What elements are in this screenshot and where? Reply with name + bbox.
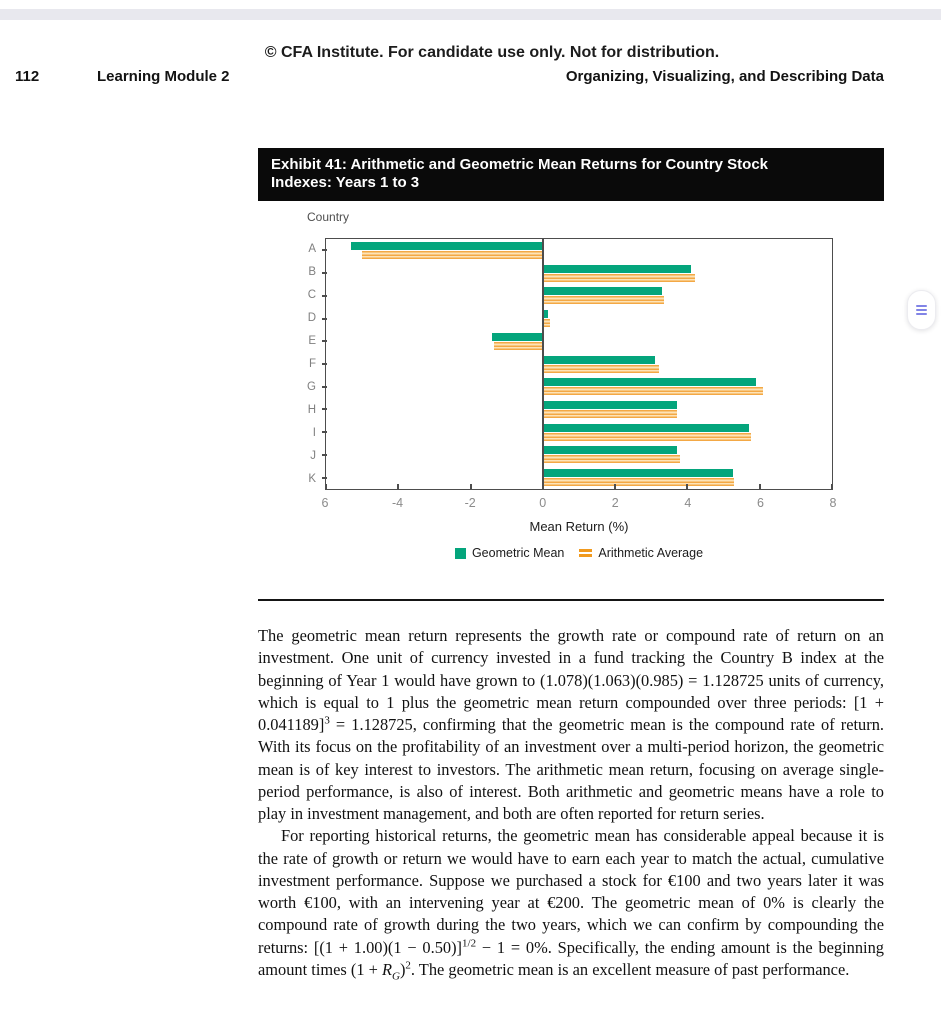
category-label: K [308,472,316,485]
category-row [322,466,832,489]
category-label: D [307,312,316,325]
bar-geometric-mean [542,355,655,364]
y-axis-title: Country [307,210,350,224]
x-axis-ticks: 6 -4 -2 0 2 4 6 8 [321,496,837,512]
bar-geometric-mean [542,401,677,410]
x-tick-label: 6 [756,496,764,510]
bar-arithmetic-average [542,319,551,328]
category-row [322,307,832,330]
zero-axis-line [541,239,544,489]
x-tick-label: -4 [392,496,404,510]
x-tick-mark [541,484,544,489]
bar-geometric-mean [492,332,543,341]
bar-geometric-mean [542,310,549,319]
bar-geometric-mean [542,423,749,432]
legend-item: Geometric Mean [454,546,565,560]
x-tick-label: 4 [684,496,692,510]
module-title: Learning Module 2 [97,68,230,85]
bar-geometric-mean [351,242,543,250]
exhibit-title-line-2: Indexes: Years 1 to 3 [271,174,420,191]
bar-geometric-mean [542,446,677,455]
category-label: J [310,449,316,462]
copyright-notice: © CFA Institute. For candidate use only.… [264,44,720,61]
section-divider [258,599,884,601]
bar-arithmetic-average [542,296,664,305]
x-tick-mark [686,484,689,489]
legend-label: Geometric Mean [471,546,565,560]
x-tick-label: 6 [321,496,329,510]
x-tick-mark [325,484,327,489]
chart-legend: Geometric Mean Arithmetic Average [325,546,833,560]
page-number: 112 [15,68,40,85]
x-axis-title: Mean Return (%) [529,519,629,534]
bar-arithmetic-average [542,410,677,419]
legend-label: Arithmetic Average [598,546,704,560]
paragraph: For reporting historical returns, the ge… [258,826,884,983]
x-tick-mark [831,484,833,489]
bar-arithmetic-average [542,387,764,396]
x-tick-label: 0 [539,496,547,510]
bar-geometric-mean [542,287,663,296]
bar-arithmetic-average [542,273,695,282]
category-label: I [312,426,316,439]
bar-arithmetic-average [494,341,543,350]
category-row [322,353,832,376]
x-tick-label: -2 [464,496,476,510]
body-paragraphs: The geometric mean return represents the… [258,625,884,983]
top-strip [0,9,941,20]
bar-arithmetic-average [542,478,735,487]
legend-item: Arithmetic Average [579,546,703,560]
x-tick-label: 8 [829,496,837,510]
category-label: E [308,335,316,348]
category-row [322,239,832,262]
bar-arithmetic-average [542,432,751,441]
section-title: Organizing, Visualizing, and Describing … [565,68,884,85]
hamburger-menu-icon [916,305,927,315]
category-label: C [307,289,316,302]
x-tick-label: 2 [611,496,619,510]
exhibit-banner: Exhibit 41: Arithmetic and Geometric Mea… [258,148,884,201]
x-tick-mark [614,484,617,489]
category-label: G [307,380,316,393]
category-label: F [308,357,316,370]
bar-arithmetic-average [542,455,681,464]
bar-geometric-mean [542,378,757,387]
x-tick-mark [469,484,472,489]
bar-geometric-mean [542,469,733,478]
category-row [322,398,832,421]
bar-arithmetic-average [362,251,543,259]
arithmetic-average-swatch-icon [579,549,593,557]
category-label: A [308,243,316,256]
x-tick-mark [397,484,400,489]
category-label: H [307,403,316,416]
category-row [322,443,832,466]
menu-button[interactable] [907,290,936,330]
plot-area [322,238,833,490]
bar-geometric-mean [542,264,692,273]
category-row [322,284,832,307]
category-row [322,262,832,285]
category-row [322,375,832,398]
paragraph: The geometric mean return represents the… [258,626,884,823]
bar-arithmetic-average [542,364,659,373]
category-row [322,330,832,353]
x-tick-mark [758,484,761,489]
category-label: B [308,266,316,279]
exhibit-title-line-1: Exhibit 41: Arithmetic and Geometric Mea… [271,156,769,173]
category-row [322,421,832,444]
geometric-mean-swatch-icon [454,547,466,559]
